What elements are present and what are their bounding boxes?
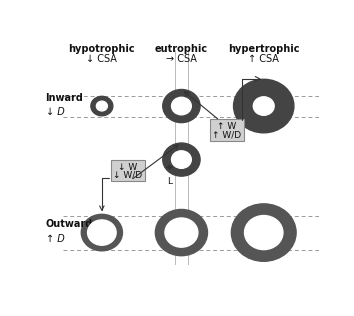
Text: ↑ W/D: ↑ W/D (212, 130, 241, 139)
Text: ↑ CSA: ↑ CSA (248, 54, 279, 64)
Circle shape (172, 151, 191, 168)
Text: ↓ CSA: ↓ CSA (86, 54, 117, 64)
Circle shape (172, 97, 191, 115)
Text: hypertrophic: hypertrophic (228, 44, 299, 54)
Text: ↓ D: ↓ D (46, 107, 64, 117)
Text: Outward: Outward (46, 219, 93, 229)
Circle shape (245, 216, 283, 250)
FancyBboxPatch shape (111, 160, 145, 181)
Circle shape (91, 96, 113, 116)
Circle shape (155, 210, 207, 256)
Circle shape (165, 218, 198, 247)
Text: Inward: Inward (46, 93, 84, 102)
Text: ↑ W: ↑ W (217, 123, 236, 131)
Circle shape (81, 214, 122, 251)
Circle shape (232, 204, 296, 261)
Text: ↓ W: ↓ W (118, 163, 138, 172)
Text: ↓ W/D: ↓ W/D (113, 170, 143, 179)
Circle shape (253, 97, 274, 115)
Circle shape (234, 79, 294, 133)
Circle shape (96, 101, 107, 111)
Circle shape (87, 220, 116, 245)
Text: eutrophic: eutrophic (155, 44, 208, 54)
FancyBboxPatch shape (210, 119, 244, 141)
Text: → CSA: → CSA (166, 54, 197, 64)
Circle shape (163, 143, 200, 176)
Text: L: L (167, 177, 172, 185)
Text: hypotrophic: hypotrophic (69, 44, 135, 54)
Circle shape (163, 89, 200, 123)
Text: ↑ D: ↑ D (46, 234, 64, 244)
